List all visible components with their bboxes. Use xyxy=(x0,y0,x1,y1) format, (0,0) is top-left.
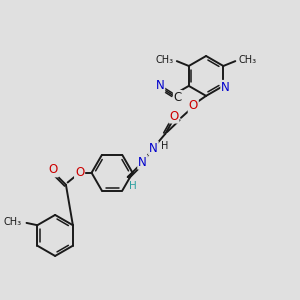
Text: N: N xyxy=(149,142,158,154)
Text: O: O xyxy=(49,164,58,176)
Text: O: O xyxy=(75,166,84,179)
Text: O: O xyxy=(169,110,178,123)
Text: N: N xyxy=(138,156,147,169)
Text: N: N xyxy=(221,81,230,94)
Text: CH₃: CH₃ xyxy=(156,55,174,65)
Text: C: C xyxy=(174,91,182,104)
Text: N: N xyxy=(156,79,164,92)
Text: O: O xyxy=(189,99,198,112)
Text: CH₃: CH₃ xyxy=(238,55,256,65)
Text: H: H xyxy=(161,141,168,151)
Text: CH₃: CH₃ xyxy=(4,217,22,227)
Text: H: H xyxy=(129,181,137,191)
